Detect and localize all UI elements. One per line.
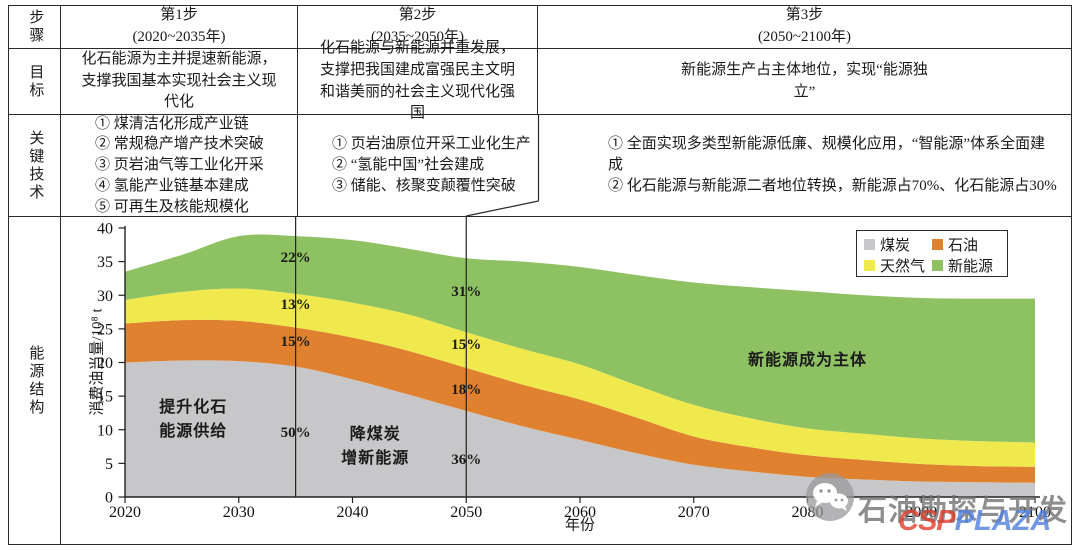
legend-item-gas: 天然气 (864, 255, 932, 276)
step-3-range: (2050~2100年) (757, 29, 852, 45)
x-tick-label: 2090 (905, 504, 937, 521)
step-1-header: 第1步 (2020~2035年) (61, 6, 298, 49)
tech-step-3: ① 全面实现多类型新能源低廉、规模化应用，“智能源”体系全面建成 ② 化石能源与… (538, 115, 1071, 217)
y-tick-label: 35 (97, 254, 113, 271)
y-axis-title: 消费油当量/10⁸ t (89, 308, 106, 416)
tech-step-2: ① 页岩油原位开采工业化生产 ② “氢能中国”社会建成 ③ 储能、核聚变颠覆性突… (298, 115, 538, 217)
legend-item-new-energy: 新能源 (932, 255, 1000, 276)
y-tick-label: 40 (97, 221, 113, 238)
x-tick-label: 2020 (109, 504, 141, 521)
y-tick-label: 10 (97, 422, 113, 439)
row-header-steps: 步骤 (9, 6, 61, 49)
y-tick-label: 25 (97, 321, 113, 338)
area-coal (125, 360, 1035, 497)
row-header-technologies: 关键技术 (9, 115, 61, 217)
x-axis-title: 年份 (564, 517, 596, 534)
y-tick-label: 0 (105, 490, 113, 507)
x-tick-label: 2040 (337, 504, 369, 521)
step-2-header: 第2步 (2035~2050年) (298, 6, 538, 49)
step-2-range: (2035~2050年) (370, 29, 465, 45)
x-tick-label: 2070 (678, 504, 710, 521)
x-tick-label: 2060 (564, 504, 596, 521)
coal-swatch-icon (864, 239, 875, 250)
x-tick-label: 2050 (450, 504, 482, 521)
step-boundary-connector (466, 200, 539, 217)
goal-step-3: 新能源生产占主体地位，实现“能源独立” (538, 49, 1071, 115)
legend-item-oil: 石油 (932, 234, 1000, 255)
y-tick-label: 30 (97, 288, 113, 305)
step-1-range: (2020~2035年) (132, 29, 226, 45)
gas-swatch-icon (864, 260, 875, 271)
chart-legend: 煤炭 石油 天然气 新能源 (856, 230, 1008, 277)
step-1-name: 第1步 (160, 7, 198, 24)
step-2-name: 第2步 (398, 7, 437, 24)
oil-swatch-icon (932, 239, 943, 250)
row-header-goals: 目标 (9, 49, 61, 115)
new-energy-swatch-icon (932, 260, 943, 271)
step-3-header: 第3步 (2050~2100年) (538, 6, 1071, 49)
x-tick-label: 2030 (223, 504, 255, 521)
step-3-name: 第3步 (785, 7, 824, 24)
area-new (125, 234, 1035, 443)
row-header-energy-structure: 能源结构 (9, 217, 61, 544)
y-tick-label: 5 (105, 456, 113, 473)
legend-item-coal: 煤炭 (864, 234, 932, 255)
area-gas (125, 288, 1035, 467)
roadmap-table: 步骤 第1步 (2020~2035年) 第2步 (2035~2050年) 第3步 (2… (8, 5, 1072, 545)
goal-step-2: 化石能源与新能源并重发展，支撑把我国建成富强民主文明和谐美丽的社会主义现代化强国 (298, 40, 538, 121)
area-oil (125, 319, 1035, 483)
y-tick-label: 15 (97, 389, 113, 406)
y-tick-label: 20 (97, 355, 113, 372)
tech-step-1: ① 煤清洁化形成产业链 ② 常规稳产增产技术突破 ③ 页岩油气等工业化开采 ④ … (61, 115, 298, 217)
x-tick-label: 2100 (1019, 504, 1051, 521)
goal-step-1: 化石能源为主并提速新能源，支撑我国基本实现社会主义现代化 (61, 49, 298, 115)
